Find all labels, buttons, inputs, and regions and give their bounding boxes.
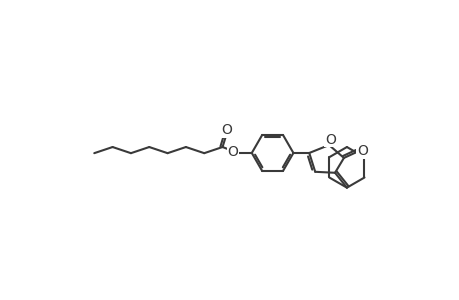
Text: O: O xyxy=(227,146,238,160)
Text: O: O xyxy=(325,133,335,147)
Text: O: O xyxy=(221,123,231,137)
Text: O: O xyxy=(356,145,367,158)
